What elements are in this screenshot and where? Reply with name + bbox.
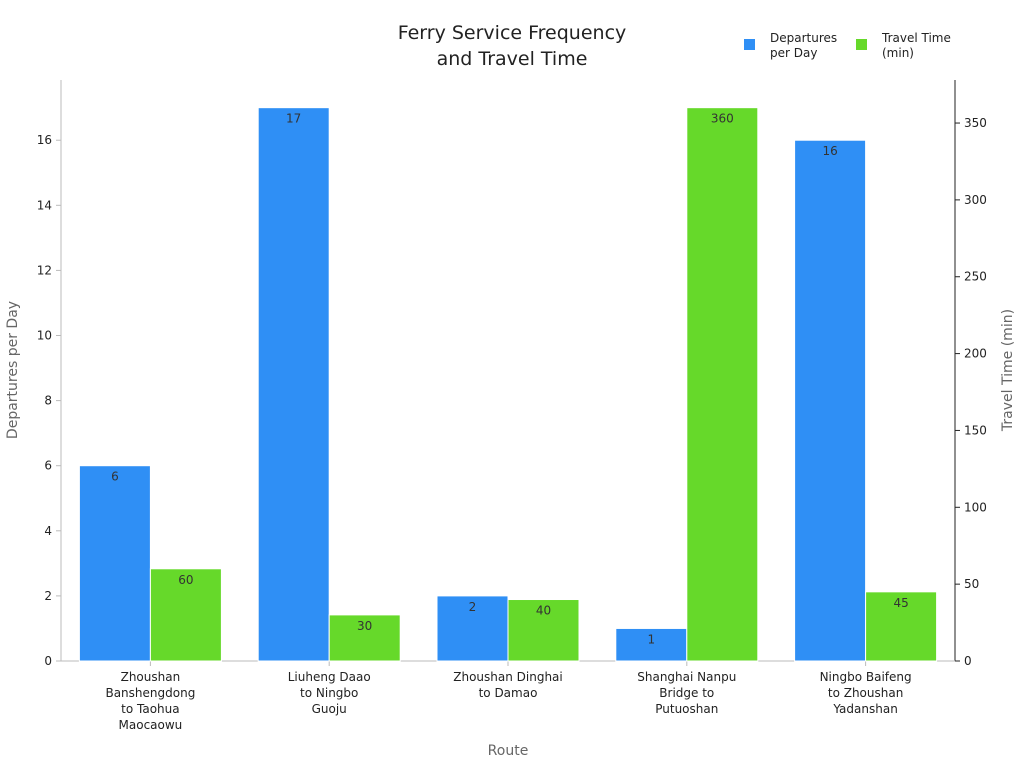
y2-tick-label: 100 xyxy=(964,500,987,514)
y2-tick-label: 150 xyxy=(964,423,987,437)
legend-swatch xyxy=(744,39,755,50)
y-tick-label: 8 xyxy=(44,393,52,407)
legend-swatch xyxy=(856,39,867,50)
x-tick-label: Zhoushan Banshengdong to Taohua Maocaowu xyxy=(105,670,195,732)
value-label: 16 xyxy=(822,144,837,158)
y2-axis-title: Travel Time (min) xyxy=(1000,309,1016,432)
value-label: 45 xyxy=(893,595,908,609)
bar xyxy=(865,591,938,662)
bar xyxy=(78,465,151,662)
legend-label: Travel Time (min) xyxy=(881,31,951,60)
bar xyxy=(507,599,580,662)
x-tick-label: Zhoushan Dinghai to Damao xyxy=(453,670,563,700)
value-label: 30 xyxy=(357,618,372,632)
bar xyxy=(436,595,509,662)
y-tick-label: 4 xyxy=(44,523,52,537)
y-tick-label: 12 xyxy=(37,263,52,277)
value-label: 60 xyxy=(178,572,193,586)
y-tick-label: 14 xyxy=(37,198,52,212)
value-label: 17 xyxy=(286,111,301,125)
y-axis-title: Departures per Day xyxy=(5,301,21,439)
value-label: 360 xyxy=(711,111,734,125)
y-tick-label: 0 xyxy=(44,654,52,668)
y-tick-label: 10 xyxy=(37,328,52,342)
y2-tick-label: 200 xyxy=(964,346,987,360)
value-label: 6 xyxy=(111,469,119,483)
chart-title: Ferry Service Frequency and Travel Time xyxy=(398,22,627,70)
x-tick-label: Shanghai Nanpu Bridge to Putuoshan xyxy=(637,670,736,716)
y2-tick-label: 350 xyxy=(964,116,987,130)
value-label: 40 xyxy=(536,603,551,617)
y2-tick-label: 250 xyxy=(964,269,987,283)
bar xyxy=(686,107,759,662)
legend-label: Departures per Day xyxy=(770,31,837,60)
y2-tick-label: 300 xyxy=(964,192,987,206)
y-tick-label: 2 xyxy=(44,588,52,602)
bar xyxy=(328,614,401,662)
value-label: 1 xyxy=(647,632,655,646)
y-tick-label: 6 xyxy=(44,458,52,472)
bar xyxy=(257,107,330,662)
x-tick-label: Liuheng Daao to Ningbo Guoju xyxy=(288,670,371,716)
value-label: 2 xyxy=(469,599,477,613)
y2-tick-label: 0 xyxy=(964,654,972,668)
bar xyxy=(794,139,867,662)
x-axis-title: Route xyxy=(488,743,529,759)
bar xyxy=(149,568,222,662)
x-tick-label: Ningbo Baifeng to Zhoushan Yadanshan xyxy=(820,670,912,716)
y-tick-label: 16 xyxy=(37,133,52,147)
y2-tick-label: 50 xyxy=(964,577,979,591)
